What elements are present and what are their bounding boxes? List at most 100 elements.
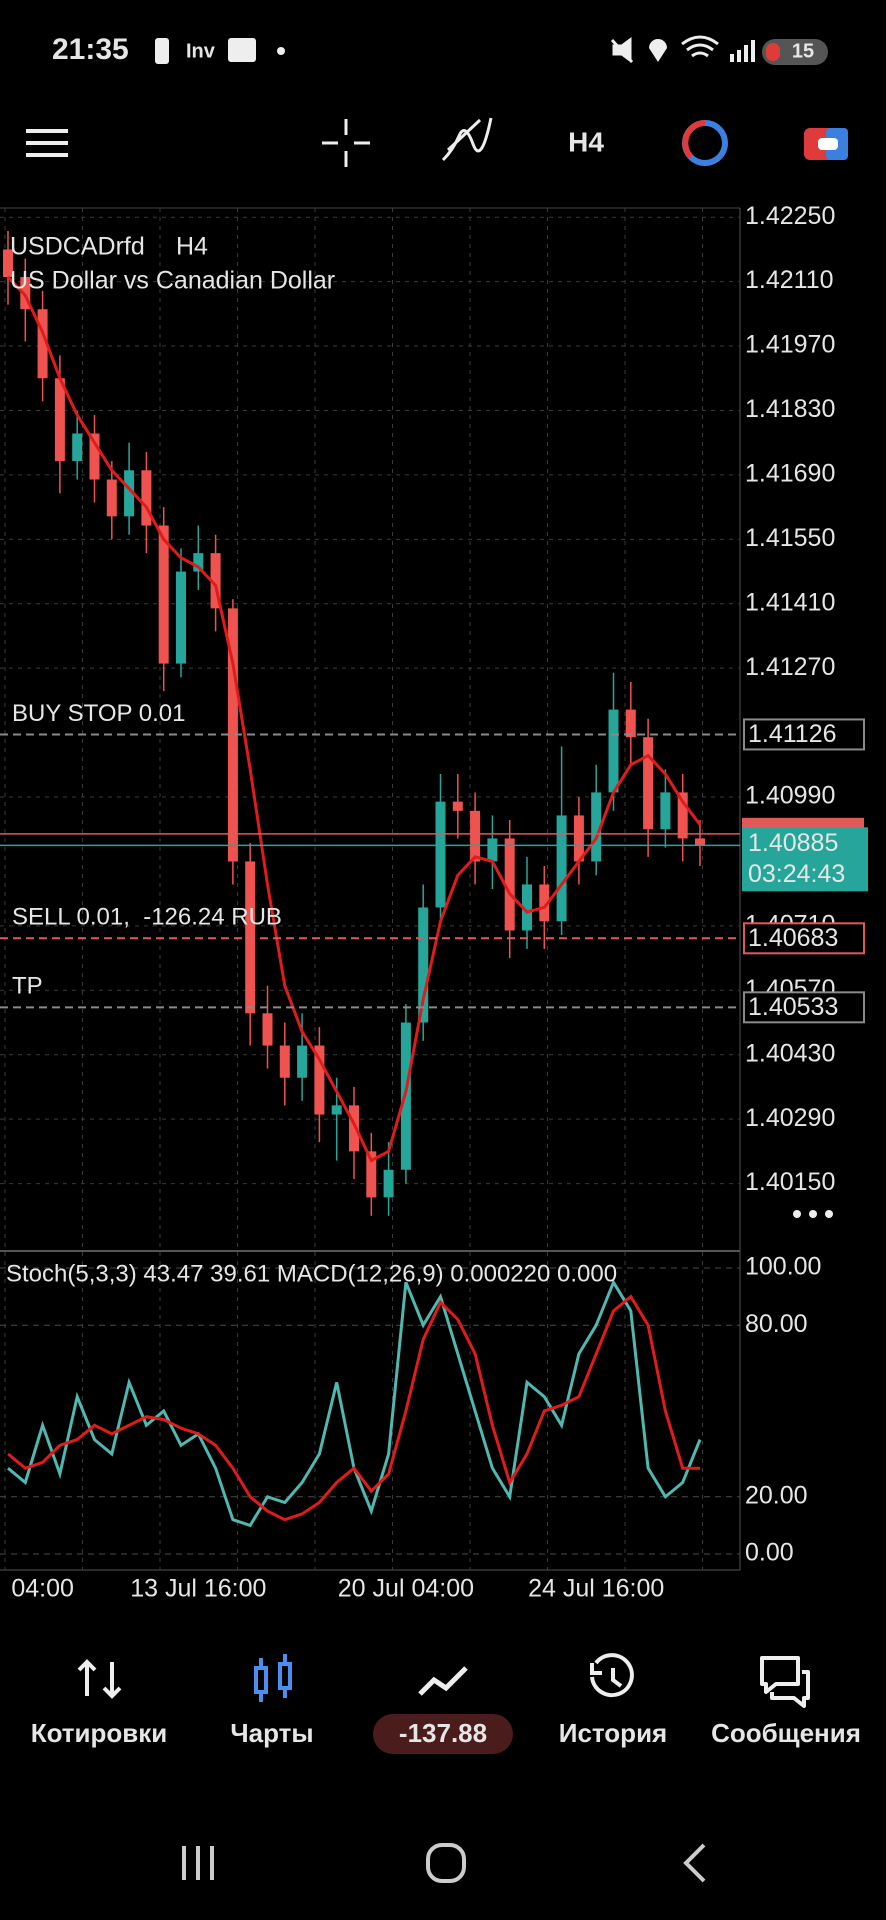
candle-body [660,792,671,830]
back-button[interactable] [683,1843,706,1883]
candle-body [695,838,705,846]
charts-icon[interactable] [254,1654,292,1702]
nav-label[interactable]: Сообщения [711,1718,861,1748]
x-tick-label: 20 Jul 04:00 [338,1575,474,1603]
candle-body [3,249,13,278]
quotes-icon[interactable] [77,1659,122,1699]
timeframe-button[interactable]: H4 [568,126,604,157]
symbol-description: US Dollar vs Canadian Dollar [10,267,335,295]
more-dot[interactable] [825,1210,833,1218]
home-button[interactable] [426,1843,466,1883]
order-label: SELL 0.01, -126.24 RUB [12,904,282,931]
candle-body [158,525,169,664]
y-tick-label: 20.00 [745,1481,808,1509]
symbol[interactable]: USDCADrfd [10,233,145,261]
menu-button[interactable] [26,129,68,157]
y-tick-label: 1.41550 [745,524,835,552]
battery-level [766,43,780,61]
status-dot [277,47,285,55]
y-tick-label: 1.40150 [745,1168,835,1196]
nav-label[interactable]: -137.88 [399,1718,487,1748]
candle-body [470,810,481,862]
mute-icon [610,37,634,64]
candle-body [349,1105,359,1152]
candle-body [487,838,498,862]
y-tick-label: 80.00 [745,1310,808,1338]
candle-body [435,801,446,908]
bid-countdown: 03:24:43 [748,860,845,888]
battery-text: 15 [792,40,814,62]
y-tick-label: 0.00 [745,1539,794,1567]
symbol-timeframe: H4 [176,233,208,261]
candle-body [677,792,688,839]
candle-body [227,608,238,862]
order-price: 1.40533 [748,993,838,1021]
candle-body [331,1105,342,1115]
candle-body [573,815,584,862]
nav-label[interactable]: Чарты [230,1718,313,1748]
y-tick-label: 1.41410 [745,588,835,616]
candle-body [72,433,83,462]
y-tick-label: 1.40990 [745,782,835,810]
y-tick-label: 1.42250 [745,202,835,230]
candle-body [504,838,515,931]
x-tick-label: 24 Jul 16:00 [528,1575,664,1603]
candle-body [643,737,654,830]
crosshair-button[interactable] [322,119,370,167]
order-price-box [743,922,865,955]
candle-body [539,884,550,922]
candle-body [522,884,532,931]
y-tick-label: 1.42110 [745,266,834,294]
y-tick-label: 1.40430 [745,1039,835,1067]
y-tick-label: 1.41970 [745,331,835,359]
candle-body [279,1045,290,1078]
account-accent [818,138,838,150]
order-price: 1.40683 [748,924,838,952]
candle-body [124,470,135,517]
nav-label[interactable]: Котировки [31,1718,168,1748]
candle-body [54,378,65,462]
indicator-title: Stoch(5,3,3) 43.47 39.61 MACD(12,26,9) 0… [6,1260,617,1287]
order-price-box [743,991,865,1024]
order-label: BUY STOP 0.01 [12,700,185,727]
indicators-button[interactable] [441,117,493,162]
history-icon[interactable] [590,1653,634,1698]
y-tick-label: 1.41830 [745,395,835,423]
x-tick-label: 13 Jul 16:00 [130,1575,266,1603]
pnl-pill [373,1714,513,1754]
recents-button[interactable] [182,1846,214,1880]
candle-body [366,1151,377,1198]
candle-body [37,309,48,379]
location-icon [649,39,667,62]
candle-body [452,801,463,811]
candle-body [608,709,619,793]
candle-body [89,433,100,480]
trade-accent [682,120,706,160]
bid-box [742,827,868,892]
candle-body [141,470,152,526]
trade-icon[interactable] [418,1666,468,1696]
more-dot[interactable] [793,1210,801,1218]
indicator-line [7,1294,700,1522]
candle-body [625,709,636,738]
order-price: 1.41126 [748,720,837,748]
y-tick-label: 1.40290 [745,1104,835,1132]
candle-body [591,792,602,862]
moving-average [6,275,702,1163]
more-dot[interactable] [809,1210,817,1218]
order-price-box [743,718,865,751]
order-label: TP [12,973,43,1000]
status-icon [228,38,256,62]
candle-body [383,1169,394,1198]
candle-body [193,553,204,572]
signal-icon [730,40,755,62]
candle-body [176,571,186,664]
candle-body [210,553,221,609]
messages-icon[interactable] [760,1656,810,1708]
y-tick-label: 1.41270 [745,653,835,681]
nav-label[interactable]: История [559,1718,667,1748]
candle-body [556,815,567,922]
app-icon: Inv [186,40,216,62]
